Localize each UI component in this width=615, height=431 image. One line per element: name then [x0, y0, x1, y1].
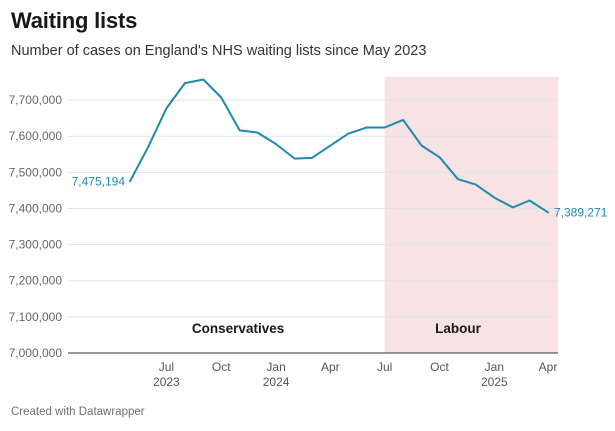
x-tick-month-label: Jul	[159, 360, 174, 374]
chart-title: Waiting lists	[11, 8, 138, 33]
period-annotation: Labour	[435, 321, 481, 336]
data-point	[419, 143, 424, 148]
x-tick-year-label: 2023	[153, 375, 180, 389]
data-point	[309, 155, 314, 160]
data-point	[473, 182, 478, 187]
data-point	[546, 210, 551, 215]
data-point	[437, 155, 442, 160]
data-point	[128, 179, 133, 184]
x-tick-month-label: Jan	[266, 360, 285, 374]
x-tick-month-label: Jan	[485, 360, 504, 374]
x-tick-month-label: Oct	[212, 360, 231, 374]
start-value-label: 7,475,194	[72, 174, 126, 188]
data-point	[255, 130, 260, 135]
x-tick-month-label: Apr	[539, 360, 558, 374]
y-tick-label: 7,000,000	[9, 346, 63, 360]
x-tick-year-label: 2025	[481, 375, 508, 389]
x-tick-year-label: 2024	[263, 375, 290, 389]
x-tick-month-label: Oct	[430, 360, 449, 374]
data-point	[237, 128, 242, 133]
data-point	[328, 143, 333, 148]
data-point	[292, 156, 297, 161]
data-point	[401, 117, 406, 122]
data-point	[274, 142, 279, 147]
y-tick-label: 7,700,000	[9, 93, 63, 107]
data-point	[527, 198, 532, 203]
y-tick-label: 7,100,000	[9, 310, 63, 324]
y-tick-label: 7,400,000	[9, 201, 63, 215]
data-point	[364, 125, 369, 130]
period-annotation: Conservatives	[192, 321, 284, 336]
chart-subtitle: Number of cases on England's NHS waiting…	[11, 43, 427, 59]
data-point	[219, 95, 224, 100]
data-point	[164, 106, 169, 111]
data-point	[382, 125, 387, 130]
y-tick-label: 7,500,000	[9, 165, 63, 179]
y-tick-label: 7,300,000	[9, 238, 63, 252]
credit-footer: Created with Datawrapper	[11, 406, 145, 418]
data-point	[492, 195, 497, 200]
end-value-label: 7,389,271	[554, 205, 608, 219]
x-tick-month-label: Apr	[321, 360, 340, 374]
data-point	[455, 177, 460, 182]
data-point	[346, 131, 351, 136]
y-tick-label: 7,200,000	[9, 274, 63, 288]
data-point	[201, 77, 206, 82]
labour-period-shading	[384, 77, 558, 353]
waiting-list-line	[129, 78, 549, 214]
data-point	[510, 205, 515, 210]
x-tick-month-label: Jul	[377, 360, 392, 374]
data-point	[146, 144, 151, 149]
data-point	[182, 81, 187, 86]
y-tick-label: 7,600,000	[9, 129, 63, 143]
